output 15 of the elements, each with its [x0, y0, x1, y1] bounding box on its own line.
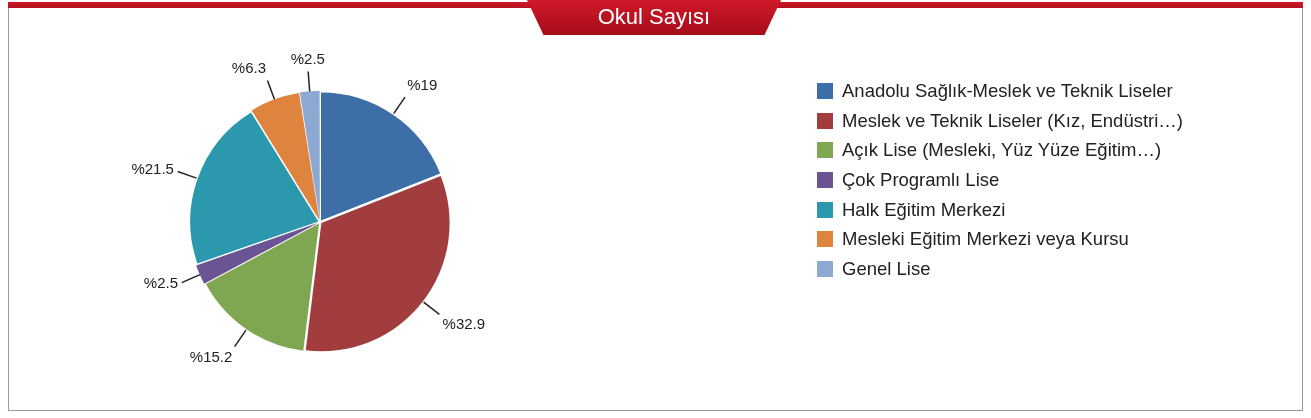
data-label: %2.5: [290, 50, 325, 68]
legend-label: Halk Eğitim Merkezi: [842, 198, 1006, 221]
data-label: %6.3: [231, 59, 267, 77]
data-label: %21.5: [131, 160, 174, 178]
chart-title: Okul Sayısı: [596, 4, 712, 30]
legend-label: Meslek ve Teknik Liseler (Kız, Endüstri…): [842, 109, 1183, 132]
data-label: %19: [407, 76, 438, 94]
legend-label: Açık Lise (Mesleki, Yüz Yüze Eğitim…): [842, 139, 1162, 162]
data-label: %15.2: [189, 347, 233, 365]
legend-label: Çok Programlı Lise: [842, 168, 1000, 191]
data-label: %2.5: [143, 274, 179, 292]
legend-label: Genel Lise: [842, 257, 931, 280]
legend-label: Mesleki Eğitim Merkezi veya Kursu: [842, 228, 1129, 251]
data-label: %32.9: [442, 314, 486, 332]
legend-label: Anadolu Sağlık-Meslek ve Teknik Liseler: [842, 79, 1173, 102]
